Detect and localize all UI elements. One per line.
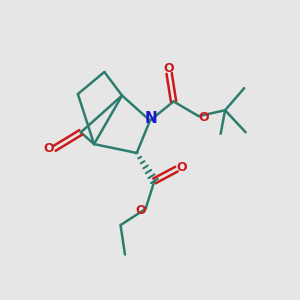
Text: N: N xyxy=(144,111,157,126)
Text: O: O xyxy=(135,204,146,217)
Text: O: O xyxy=(176,161,187,174)
Text: O: O xyxy=(164,61,175,75)
Text: O: O xyxy=(43,142,54,155)
Text: O: O xyxy=(199,111,209,124)
